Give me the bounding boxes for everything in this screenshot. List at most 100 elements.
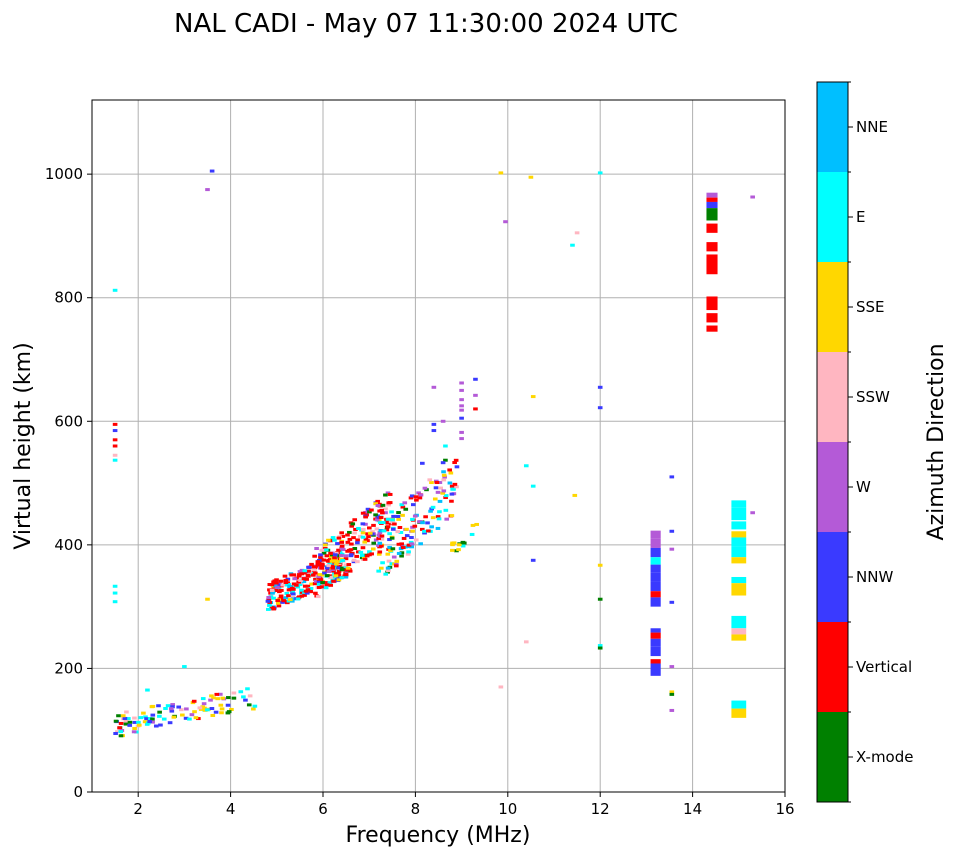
echo-point xyxy=(218,703,224,707)
echo-segment xyxy=(731,615,747,629)
echo-point xyxy=(420,461,425,465)
echo-point xyxy=(473,393,478,397)
echo-point xyxy=(167,721,173,725)
colorbar-label: W xyxy=(856,478,871,496)
echo-point xyxy=(127,720,133,724)
echo-point xyxy=(112,600,118,604)
echo-point xyxy=(386,569,391,573)
echo-point xyxy=(432,497,438,501)
echo-point xyxy=(153,724,159,728)
x-tick-label: 12 xyxy=(591,800,610,818)
echo-point xyxy=(448,471,454,475)
echo-point xyxy=(339,568,345,572)
echo-segment xyxy=(650,538,661,548)
echo-point xyxy=(669,690,675,694)
echo-point xyxy=(450,548,455,552)
echo-point xyxy=(449,492,455,496)
echo-point xyxy=(284,591,290,595)
echo-point xyxy=(435,515,441,519)
echo-point xyxy=(123,719,129,723)
colorbar-label: E xyxy=(856,208,865,226)
echo-point xyxy=(440,461,446,465)
echo-point xyxy=(669,708,675,712)
echo-point xyxy=(669,692,675,696)
echo-point xyxy=(309,562,314,566)
echo-point xyxy=(312,554,317,558)
echo-point xyxy=(112,453,118,457)
echo-segment xyxy=(731,576,747,584)
echo-point xyxy=(375,499,380,503)
echo-point xyxy=(449,499,454,503)
echo-point xyxy=(299,588,304,592)
echo-point xyxy=(400,546,406,550)
echo-point xyxy=(280,583,286,587)
echo-point xyxy=(280,600,285,604)
echo-point xyxy=(344,568,349,572)
echo-point xyxy=(352,531,357,535)
echo-point xyxy=(379,508,384,512)
echo-point xyxy=(283,581,289,585)
echo-point xyxy=(409,545,415,549)
echo-point xyxy=(385,525,391,529)
echo-point xyxy=(438,486,444,490)
echo-point xyxy=(418,493,424,497)
echo-point xyxy=(367,510,372,514)
echo-segment xyxy=(650,530,661,539)
echo-point xyxy=(361,555,367,559)
echo-segment xyxy=(706,325,718,332)
echo-point xyxy=(459,381,464,385)
echo-point xyxy=(115,730,120,734)
echo-point xyxy=(322,543,328,547)
echo-point xyxy=(246,703,252,707)
echo-point xyxy=(392,522,397,526)
echo-point xyxy=(183,716,189,720)
echo-point xyxy=(308,587,314,591)
echo-point xyxy=(750,511,755,515)
echo-point xyxy=(452,461,457,465)
echo-point xyxy=(328,575,333,579)
echo-point xyxy=(269,588,275,592)
echo-point xyxy=(360,535,366,539)
echo-point xyxy=(387,538,392,542)
echo-point xyxy=(383,511,388,515)
echo-point xyxy=(205,597,210,601)
echo-point xyxy=(375,504,381,508)
colorbar-label: X-mode xyxy=(856,748,913,766)
echo-point xyxy=(442,475,447,479)
echo-point xyxy=(211,696,216,700)
echo-segment xyxy=(731,546,747,558)
echo-point xyxy=(410,517,415,521)
echo-point xyxy=(305,588,311,592)
echo-point xyxy=(426,529,431,533)
echo-point xyxy=(138,716,144,720)
echo-point xyxy=(269,583,275,587)
echo-point xyxy=(277,583,283,587)
echo-point xyxy=(428,509,433,513)
echo-point xyxy=(430,516,436,520)
echo-point xyxy=(145,688,150,692)
echo-point xyxy=(176,705,182,709)
echo-point xyxy=(326,538,331,542)
echo-point xyxy=(267,603,272,607)
echo-point xyxy=(379,537,385,541)
x-axis-ticks: 2 4 6 8 10 12 14 16 xyxy=(133,792,795,818)
echo-point xyxy=(287,598,293,602)
echo-point xyxy=(429,507,434,511)
echo-point xyxy=(355,541,360,545)
echo-point xyxy=(326,570,332,574)
echo-point xyxy=(327,574,333,578)
echo-point xyxy=(343,557,349,561)
echo-point xyxy=(390,518,395,522)
echo-point xyxy=(339,531,345,535)
echo-point xyxy=(208,698,213,702)
echo-point xyxy=(276,604,282,608)
echo-point xyxy=(157,710,162,714)
echo-point xyxy=(574,231,580,235)
echo-point xyxy=(336,566,342,570)
echo-point xyxy=(202,706,207,710)
echo-point xyxy=(273,584,278,588)
echo-point xyxy=(302,571,307,575)
echo-point xyxy=(363,510,368,514)
echo-point xyxy=(291,573,297,577)
echo-point xyxy=(315,595,321,599)
